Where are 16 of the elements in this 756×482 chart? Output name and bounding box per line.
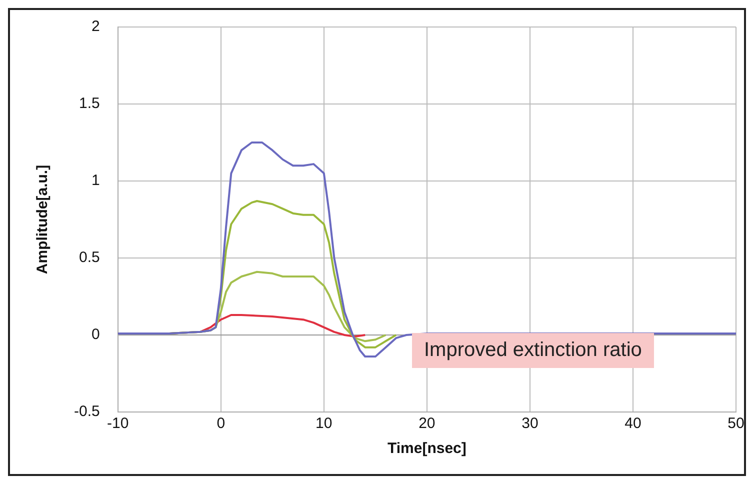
x-tick-label: 10 xyxy=(316,415,332,432)
x-tick-label: 50 xyxy=(728,415,744,432)
x-axis-title: Time[nsec] xyxy=(387,440,466,458)
y-tick-label: 1.5 xyxy=(78,95,100,112)
y-tick-label: 2 xyxy=(92,18,100,36)
y-tick-label: 0 xyxy=(92,326,100,344)
x-tick-label: 30 xyxy=(522,415,538,432)
x-tick-label: 20 xyxy=(418,415,436,432)
y-tick-label: -0.5 xyxy=(74,403,100,420)
y-tick-label: 0.5 xyxy=(78,249,100,266)
y-tick-label: 1 xyxy=(92,172,100,190)
x-tick-label: 0 xyxy=(216,415,226,432)
y-axis-title: Amplitude[a.u.] xyxy=(34,164,52,274)
x-tick-label: -10 xyxy=(107,415,129,432)
annotation: Improved extinction ratio xyxy=(412,333,654,368)
x-tick-label: 40 xyxy=(624,415,642,432)
